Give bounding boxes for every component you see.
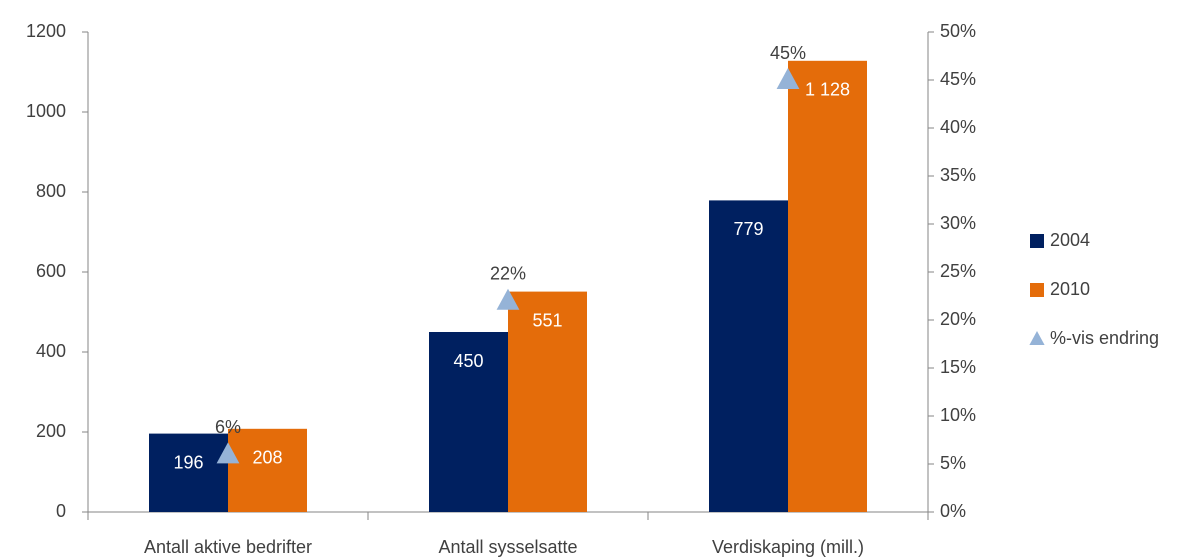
- legend-marker: [1029, 331, 1045, 345]
- marker-value-label: 22%: [490, 264, 526, 284]
- marker-value-label: 6%: [215, 417, 241, 437]
- bar-value-label: 196: [173, 452, 203, 472]
- y-tick-label: 200: [36, 421, 66, 441]
- y-tick-label: 600: [36, 261, 66, 281]
- legend-label: 2010: [1050, 279, 1090, 299]
- x-tick-label: Verdiskaping (mill.): [712, 537, 864, 557]
- x-tick-label: Antall sysselsatte: [438, 537, 577, 557]
- legend-marker: [1030, 283, 1044, 297]
- bar: [508, 291, 587, 512]
- y2-tick-label: 25%: [940, 261, 976, 281]
- y-tick-label: 1000: [26, 101, 66, 121]
- y-tick-label: 400: [36, 341, 66, 361]
- y2-tick-label: 35%: [940, 165, 976, 185]
- bar-value-label: 208: [252, 448, 282, 468]
- y2-tick-label: 20%: [940, 309, 976, 329]
- marker-triangle: [776, 68, 800, 89]
- bar: [228, 428, 307, 512]
- y-tick-label: 800: [36, 181, 66, 201]
- y2-tick-label: 10%: [940, 405, 976, 425]
- legend-label: 2004: [1050, 230, 1090, 250]
- x-tick-label: Antall aktive bedrifter: [144, 537, 312, 557]
- bar-value-label: 1 128: [805, 80, 850, 100]
- marker-triangle: [496, 288, 520, 310]
- legend-marker: [1030, 234, 1044, 248]
- y2-tick-label: 45%: [940, 69, 976, 89]
- marker-value-label: 45%: [770, 43, 806, 63]
- y-tick-label: 0: [56, 501, 66, 521]
- y2-tick-label: 0%: [940, 501, 966, 521]
- bar: [709, 200, 788, 512]
- y2-tick-label: 40%: [940, 117, 976, 137]
- y2-tick-label: 15%: [940, 357, 976, 377]
- y-tick-label: 1200: [26, 21, 66, 41]
- bar-value-label: 450: [453, 351, 483, 371]
- bar: [788, 60, 867, 513]
- y2-tick-label: 5%: [940, 453, 966, 473]
- marker-triangle: [216, 442, 240, 464]
- legend-label: %-vis endring: [1050, 328, 1159, 348]
- bar-value-label: 551: [532, 310, 562, 330]
- y2-tick-label: 30%: [940, 213, 976, 233]
- bar-value-label: 779: [733, 219, 763, 239]
- bar: [429, 332, 508, 512]
- bar: [149, 433, 228, 512]
- y2-tick-label: 50%: [940, 21, 976, 41]
